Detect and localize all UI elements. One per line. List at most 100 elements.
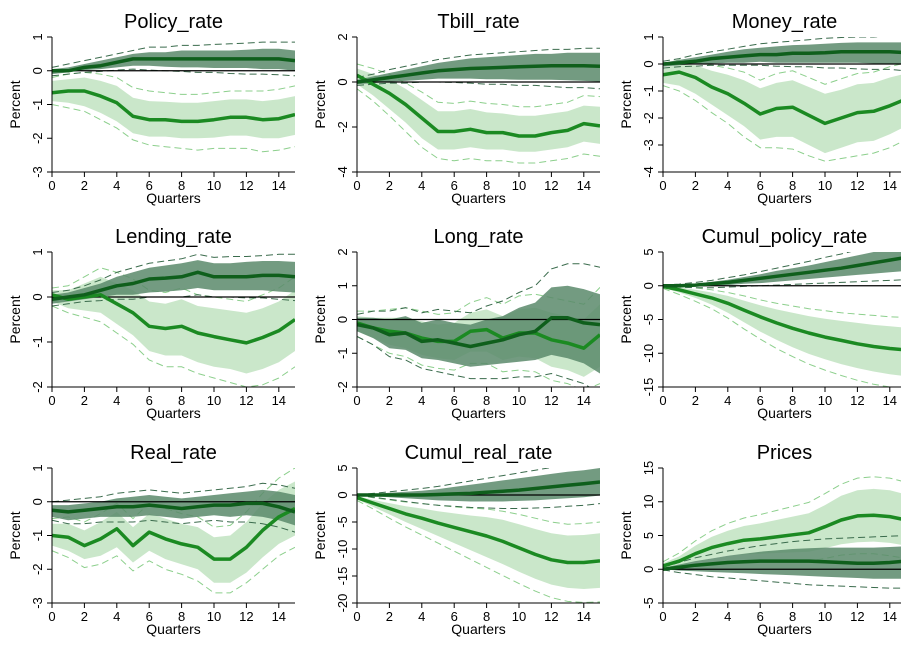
y-tick-label: -15	[641, 378, 656, 397]
y-tick-label: -5	[641, 314, 656, 326]
y-tick-label: 0	[30, 293, 45, 300]
x-axis-label: Quarters	[757, 190, 811, 206]
y-tick-label: -5	[641, 597, 656, 609]
chart-title: Cumul_policy_rate	[702, 226, 868, 248]
x-tick-label: 8	[483, 178, 490, 193]
y-tick-label: 5	[335, 464, 350, 471]
y-tick-label: 5	[641, 248, 656, 255]
x-tick-label: 14	[577, 393, 591, 408]
chart-panel-4: Lending_rate 0 2 4 6 8 10 12 14 Quarters -2 -1 0 1 Per…	[7, 226, 295, 421]
y-tick-label: -1	[30, 336, 45, 348]
outer-bound-lower-light	[663, 287, 893, 387]
plot-area	[663, 252, 901, 387]
chart-panel-3: Money_rate 0 2 4 6 8 10 12 14 Quarters -4 -3 -2 -1 0 1 P…	[618, 11, 901, 206]
x-tick-label: 14	[272, 393, 286, 408]
y-tick-label: 1	[335, 282, 350, 289]
irf-line-light	[357, 73, 600, 138]
confidence-band-light	[52, 77, 295, 139]
plot-area	[357, 468, 600, 603]
chart-title: Policy_rate	[124, 11, 223, 33]
irf-line-dark	[52, 270, 295, 302]
y-tick-label: 5	[641, 532, 656, 539]
irf-line-dark	[357, 316, 600, 349]
x-tick-label: 2	[386, 393, 393, 408]
x-tick-label: 0	[48, 178, 55, 193]
outer-bound-lower-dark	[357, 494, 600, 509]
irf-line-dark	[663, 559, 901, 572]
irf-line-dark	[52, 501, 295, 514]
y-tick-label: -2	[30, 132, 45, 144]
x-tick-label: 8	[178, 393, 185, 408]
chart-title: Tbill_rate	[437, 11, 519, 33]
x-tick-label: 6	[757, 393, 764, 408]
x-tick-label: 4	[724, 178, 731, 193]
x-tick-label: 6	[451, 609, 458, 624]
outer-bound-upper-dark	[357, 47, 600, 78]
y-tick-label: -2	[335, 381, 350, 393]
x-tick-label: 8	[483, 393, 490, 408]
x-tick-label: 0	[353, 178, 360, 193]
y-tick-label: 0	[641, 60, 656, 67]
y-tick-label: -5	[335, 516, 350, 528]
x-tick-label: 6	[146, 609, 153, 624]
irf-line-light	[663, 70, 901, 126]
y-axis-label: Percent	[312, 295, 328, 343]
irf-line-dark	[663, 256, 901, 288]
y-axis-label: Percent	[7, 295, 23, 343]
y-tick-label: -3	[30, 597, 45, 609]
chart-title: Prices	[757, 442, 813, 464]
x-tick-label: 4	[113, 178, 120, 193]
irf-line-dark	[663, 50, 901, 66]
chart-panel-2: Tbill_rate 0 2 4 6 8 10 12 14 Quarters -4 -2 0 2 Perce…	[312, 11, 600, 206]
chart-title: Lending_rate	[115, 226, 232, 248]
outer-bound-lower-dark	[663, 279, 901, 289]
x-tick-label: 2	[81, 178, 88, 193]
outer-bound-lower-dark	[663, 64, 901, 71]
chart-title: Money_rate	[732, 11, 838, 33]
plot-area	[357, 263, 600, 387]
x-tick-label: 4	[724, 393, 731, 408]
irf-line-light	[52, 506, 295, 561]
outer-bound-upper-dark	[52, 41, 295, 68]
x-axis-label: Quarters	[146, 405, 200, 421]
y-axis-label: Percent	[312, 80, 328, 128]
y-tick-label: -1	[30, 530, 45, 542]
x-tick-label: 2	[692, 178, 699, 193]
chart-panel-8: Cumul_real_rate 0 2 4 6 8 10 12 14 Quarters -20 -15…	[312, 442, 600, 637]
y-tick-label: 1	[30, 248, 45, 255]
y-axis-label: Percent	[618, 511, 634, 559]
confidence-band-dark	[52, 260, 295, 304]
chart-title: Long_rate	[433, 226, 523, 248]
y-axis-label: Percent	[312, 511, 328, 559]
x-tick-label: 0	[48, 393, 55, 408]
x-tick-label: 10	[818, 609, 832, 624]
outer-bound-upper-light	[52, 71, 295, 95]
outer-bound-lower-dark	[52, 519, 295, 533]
x-tick-label: 6	[451, 393, 458, 408]
plot-area	[52, 468, 295, 594]
x-tick-label: 10	[207, 393, 221, 408]
x-tick-label: 10	[818, 178, 832, 193]
y-tick-label: 10	[641, 495, 656, 509]
x-tick-label: 14	[272, 609, 286, 624]
x-tick-label: 2	[692, 393, 699, 408]
plot-area	[52, 253, 295, 387]
x-tick-label: 12	[239, 178, 253, 193]
y-tick-label: -2	[30, 563, 45, 575]
chart-panel-7: Real_rate 0 2 4 6 8 10 12 14 Quarters -3 -2 -1 0 1 Perc…	[7, 442, 295, 637]
chart-panel-6: Cumul_policy_rate 0 2 4 6 8 10 12 14 Quarters -15 -…	[618, 226, 901, 421]
x-tick-label: 0	[48, 609, 55, 624]
x-tick-label: 4	[113, 393, 120, 408]
x-tick-label: 10	[512, 178, 526, 193]
x-tick-label: 12	[239, 609, 253, 624]
outer-bound-lower-dark	[663, 569, 901, 589]
x-tick-label: 12	[850, 178, 864, 193]
x-tick-label: 2	[386, 609, 393, 624]
x-tick-label: 0	[659, 609, 666, 624]
x-tick-label: 12	[850, 393, 864, 408]
plot-area	[357, 47, 600, 164]
outer-bound-upper-dark	[357, 468, 552, 496]
x-axis-label: Quarters	[451, 405, 505, 421]
y-tick-label: 0	[641, 282, 656, 289]
